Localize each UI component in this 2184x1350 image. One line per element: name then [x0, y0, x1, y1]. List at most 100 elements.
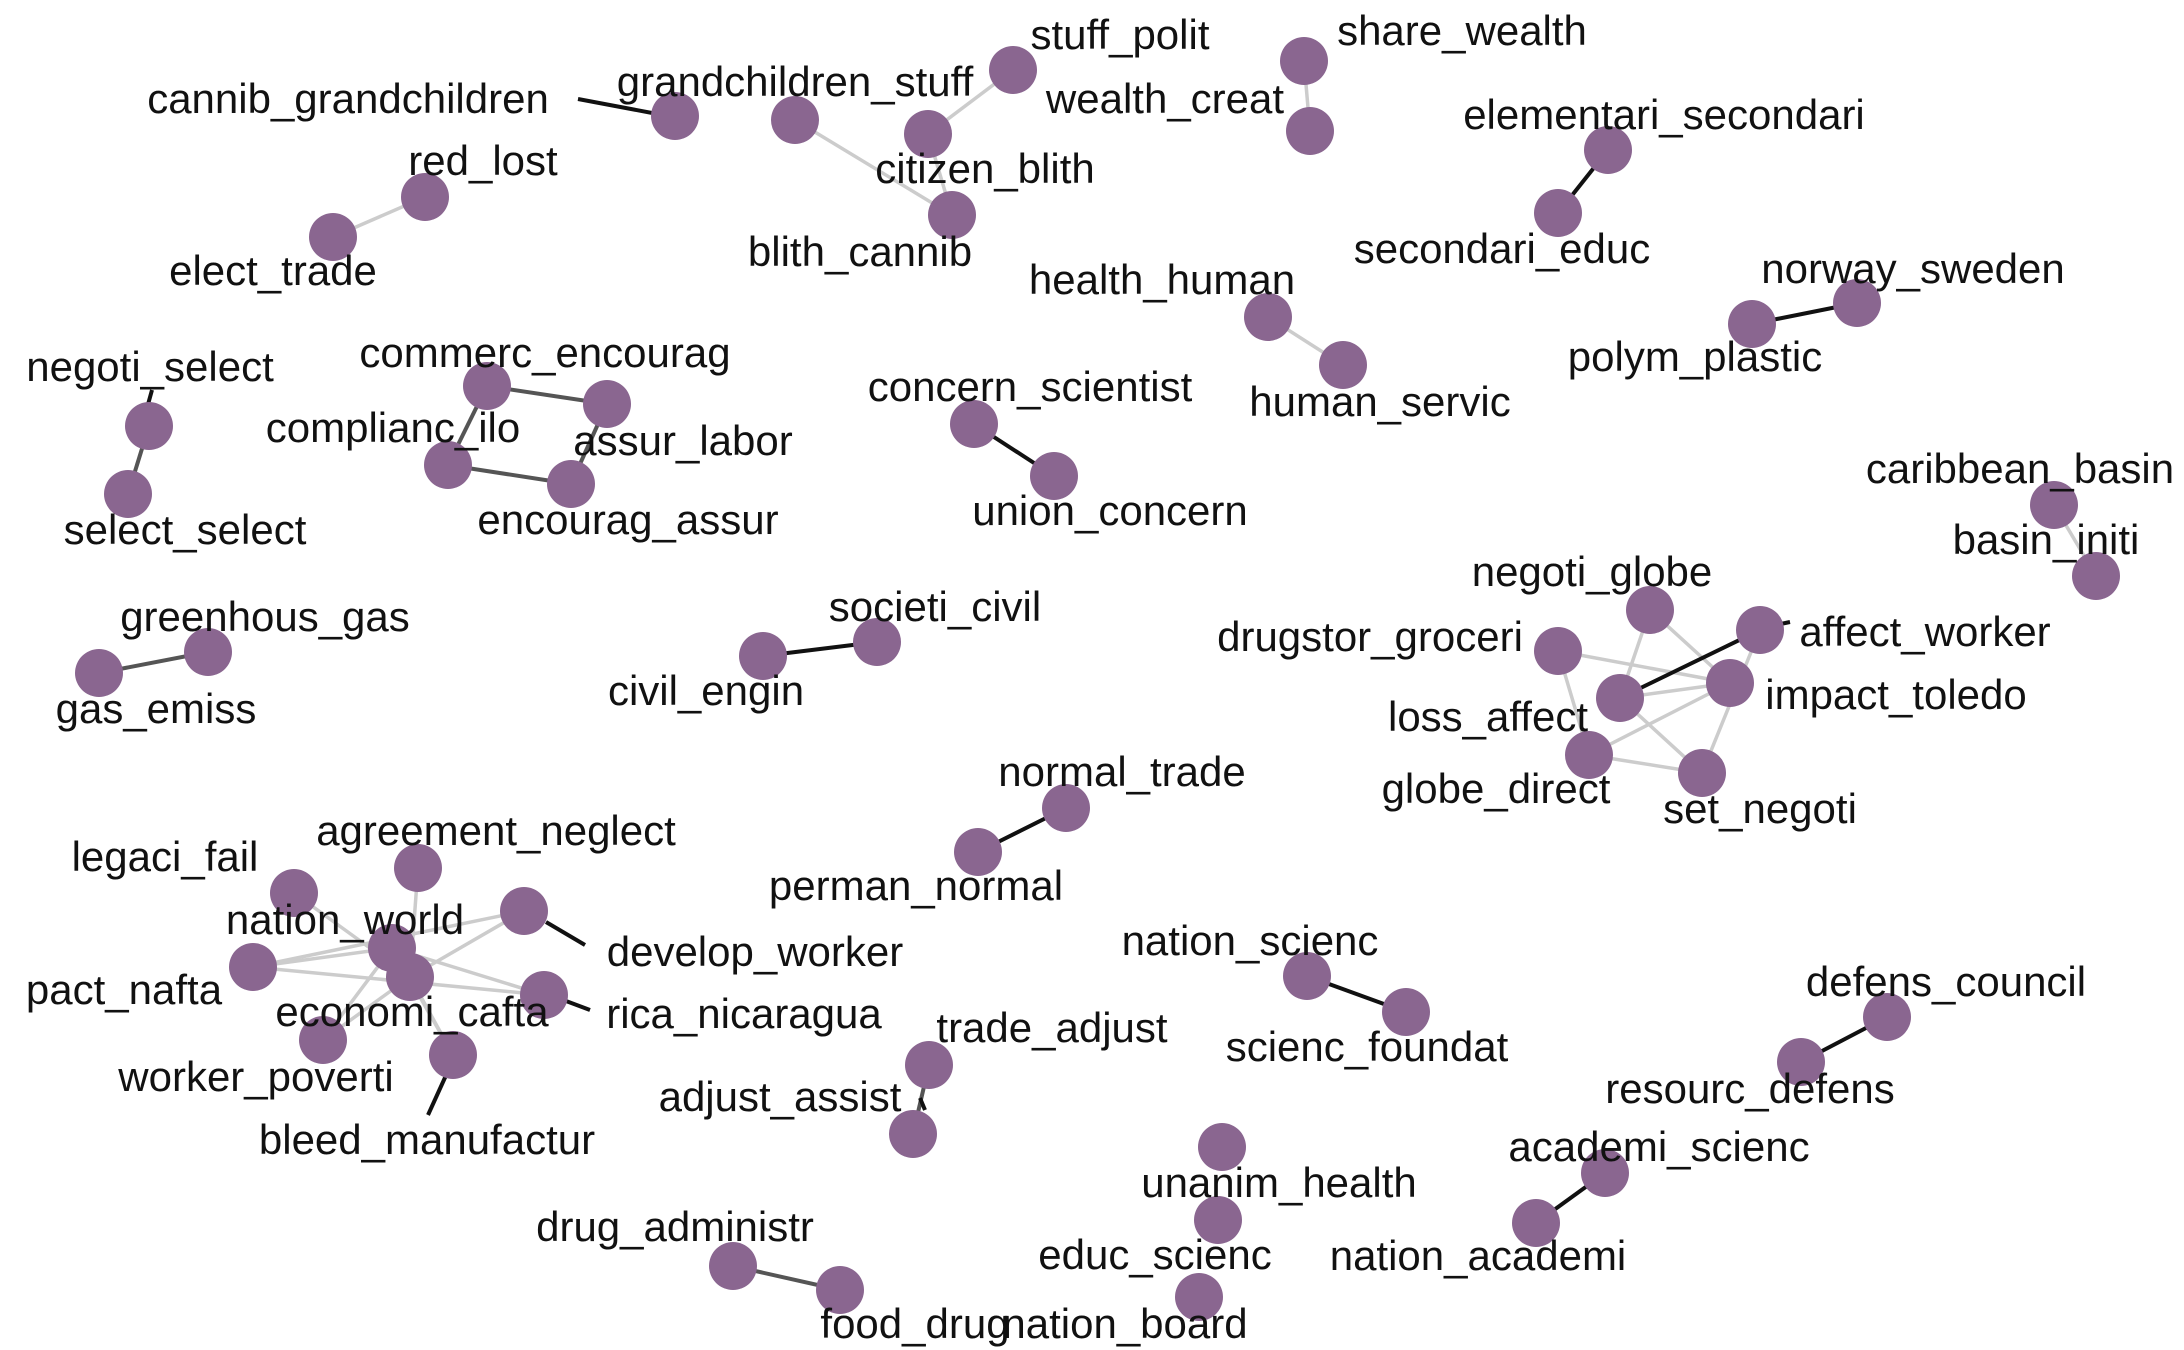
node-resourc_defens [1777, 1038, 1825, 1086]
label-drug_administr: drug_administr [536, 1203, 814, 1250]
node-greenhous_gas [184, 628, 232, 676]
node-educ_scienc [1194, 1196, 1242, 1244]
node-adjust_assist [889, 1110, 937, 1158]
node-encourag_assur [547, 460, 595, 508]
label-globe_direct: globe_direct [1382, 765, 1611, 812]
node-norway_sweden [1833, 279, 1881, 327]
node-legaci_fail [270, 869, 318, 917]
node-rica_nicaragua [520, 971, 568, 1019]
label-cannib_grandchildren: cannib_grandchildren [147, 75, 549, 122]
label-economi_cafta: economi_cafta [275, 988, 549, 1035]
node-secondari_educ [1534, 189, 1582, 237]
label-commerc_encourag: commerc_encourag [359, 329, 730, 376]
node-nation_scienc [1283, 952, 1331, 1000]
label-human_servic: human_servic [1249, 378, 1510, 425]
node-select_select [104, 470, 152, 518]
node-polym_plastic [1728, 300, 1776, 348]
label-red_lost: red_lost [408, 137, 558, 184]
node-wealth_creat [1286, 107, 1334, 155]
label-pact_nafta: pact_nafta [26, 966, 223, 1013]
node-basin_initi [2072, 552, 2120, 600]
label-resourc_defens: resourc_defens [1605, 1065, 1895, 1112]
label-worker_poverti: worker_poverti [117, 1053, 393, 1100]
label-set_negoti: set_negoti [1663, 785, 1857, 832]
label-perman_normal: perman_normal [769, 862, 1063, 909]
node-globe_direct [1565, 731, 1613, 779]
label-wealth_creat: wealth_creat [1045, 75, 1284, 122]
node-negoti_select [125, 402, 173, 450]
label-leader-develop_worker [544, 920, 587, 947]
label-elect_trade: elect_trade [169, 247, 377, 294]
node-bleed_manufactur [429, 1031, 477, 1079]
node-assur_labor [583, 380, 631, 428]
node-economi_cafta [386, 953, 434, 1001]
node-grandchildren_stuff [771, 96, 819, 144]
label-basin_initi: basin_initi [1953, 516, 2140, 563]
label-develop_worker: develop_worker [607, 928, 904, 975]
node-elect_trade [309, 213, 357, 261]
label-layer: cannib_grandchildren grandchildren_stuffs… [26, 7, 2174, 1347]
label-leader-adjust_assist [918, 1097, 927, 1111]
label-societi_civil: societi_civil [829, 583, 1041, 630]
label-nation_board: nation_board [1002, 1300, 1247, 1347]
node-scienc_foundat [1382, 988, 1430, 1036]
node-commerc_encourag [463, 362, 511, 410]
node-human_servic [1319, 341, 1367, 389]
label-caribbean_basin: caribbean_basin [1866, 445, 2174, 492]
node-defens_council [1863, 993, 1911, 1041]
node-unanim_health [1198, 1123, 1246, 1171]
label-agreement_neglect: agreement_neglect [316, 807, 676, 854]
label-select_select: select_select [64, 506, 307, 553]
node-food_drug [816, 1266, 864, 1314]
label-educ_scienc: educ_scienc [1038, 1231, 1271, 1278]
label-health_human: health_human [1029, 256, 1295, 303]
node-perman_normal [954, 828, 1002, 876]
node-pact_nafta [229, 943, 277, 991]
node-caribbean_basin [2030, 481, 2078, 529]
node-red_lost [401, 173, 449, 221]
node-drug_administr [709, 1242, 757, 1290]
node-negoti_globe [1626, 586, 1674, 634]
label-share_wealth: share_wealth [1337, 7, 1587, 54]
label-polym_plastic: polym_plastic [1568, 333, 1822, 380]
node-normal_trade [1042, 784, 1090, 832]
label-union_concern: union_concern [972, 487, 1248, 534]
label-nation_scienc: nation_scienc [1122, 917, 1379, 964]
label-concern_scientist: concern_scientist [868, 363, 1193, 410]
label-encourag_assur: encourag_assur [477, 496, 778, 543]
label-blith_cannib: blith_cannib [748, 228, 972, 275]
node-impact_toledo [1706, 659, 1754, 707]
edge-drugstor_groceri-impact_toledo [1557, 649, 1731, 685]
node-trade_adjust [905, 1041, 953, 1089]
label-scienc_foundat: scienc_foundat [1226, 1023, 1509, 1070]
edge-impact_toledo-globe_direct [1588, 681, 1731, 757]
node-nation_board [1175, 1273, 1223, 1321]
node-union_concern [1030, 452, 1078, 500]
label-grandchildren_stuff: grandchildren_stuff [617, 58, 974, 105]
label-greenhous_gas: greenhous_gas [120, 593, 410, 640]
label-rica_nicaragua: rica_nicaragua [606, 990, 882, 1037]
node-societi_civil [853, 618, 901, 666]
label-academi_scienc: academi_scienc [1508, 1123, 1809, 1170]
node-drugstor_groceri [1534, 627, 1582, 675]
node-layer [75, 37, 2120, 1321]
label-unanim_health: unanim_health [1141, 1159, 1417, 1206]
node-elementari_secondari [1584, 126, 1632, 174]
label-defens_council: defens_council [1806, 958, 2086, 1005]
label-nation_academi: nation_academi [1330, 1232, 1627, 1279]
node-develop_worker [500, 887, 548, 935]
node-cannib_grandchildren [651, 92, 699, 140]
node-academi_scienc [1581, 1149, 1629, 1197]
label-trade_adjust: trade_adjust [936, 1004, 1167, 1051]
edge-affect_worker-loss_affect [1619, 628, 1761, 700]
label-impact_toledo: impact_toledo [1765, 671, 2027, 718]
node-share_wealth [1280, 37, 1328, 85]
label-normal_trade: normal_trade [998, 748, 1245, 795]
node-loss_affect [1596, 674, 1644, 722]
label-negoti_globe: negoti_globe [1472, 548, 1713, 595]
node-complianc_ilo [424, 441, 472, 489]
label-affect_worker: affect_worker [1799, 608, 2050, 655]
label-negoti_select: negoti_select [26, 343, 274, 390]
label-gas_emiss: gas_emiss [56, 685, 257, 732]
label-legaci_fail: legaci_fail [72, 833, 259, 880]
